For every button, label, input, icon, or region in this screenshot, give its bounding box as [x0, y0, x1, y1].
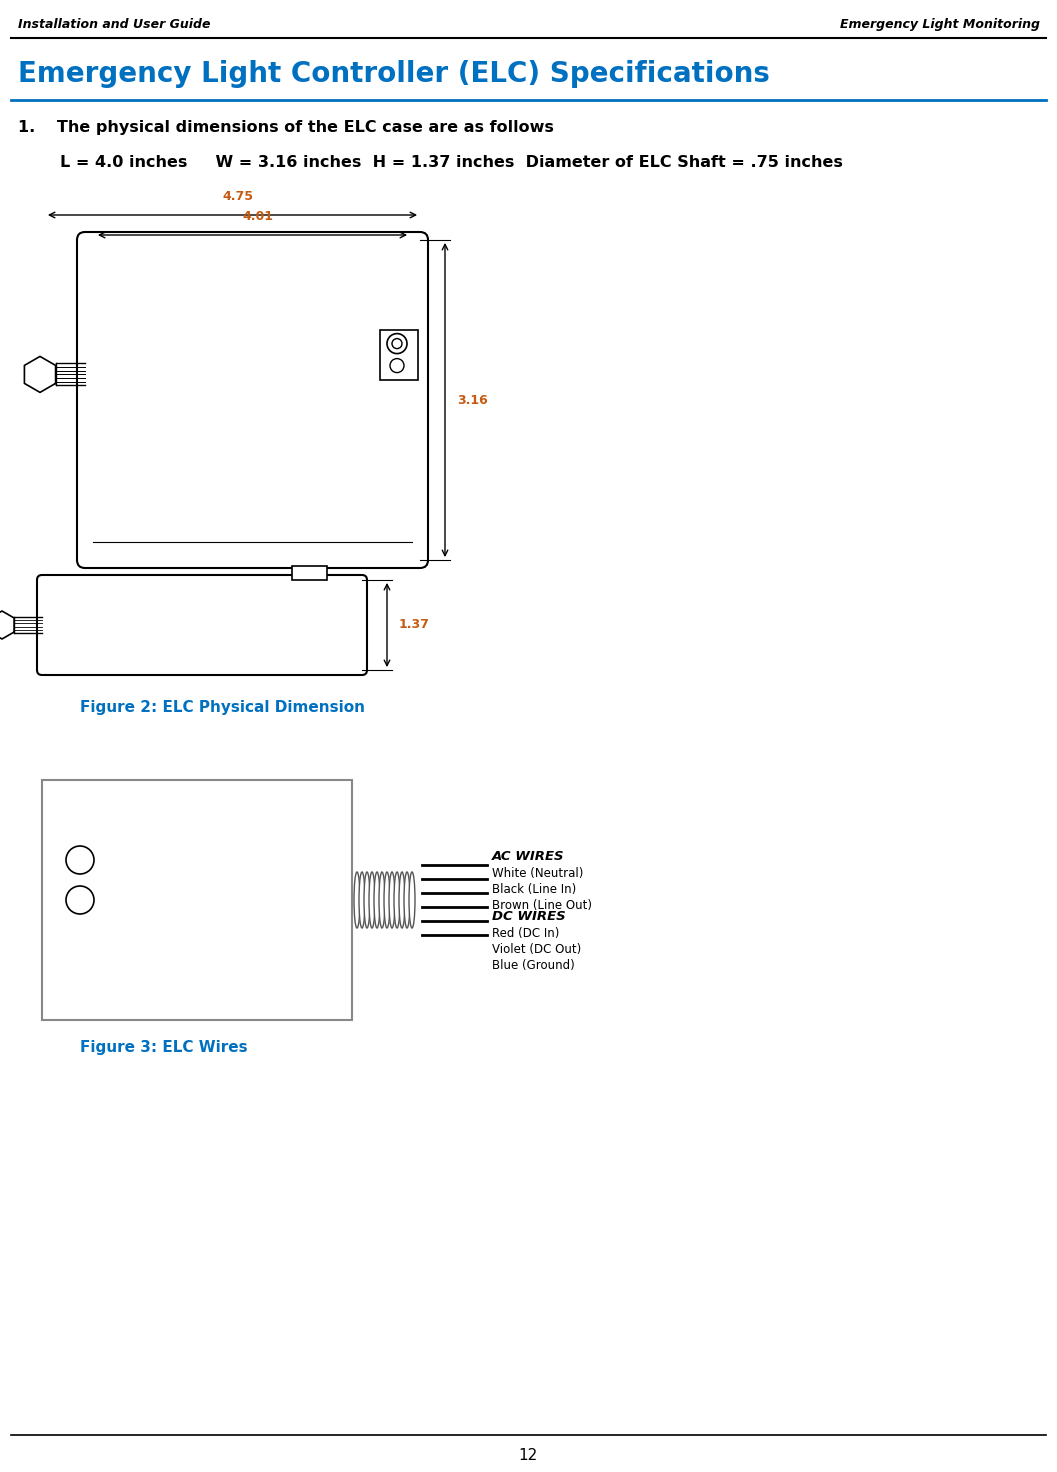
FancyBboxPatch shape: [37, 576, 367, 676]
Text: Violet (DC Out): Violet (DC Out): [492, 944, 581, 955]
Circle shape: [66, 886, 94, 914]
Text: Blue (Ground): Blue (Ground): [492, 958, 575, 972]
Text: 4.01: 4.01: [242, 210, 273, 222]
Circle shape: [66, 846, 94, 874]
Ellipse shape: [409, 871, 415, 927]
Text: 1.37: 1.37: [398, 618, 430, 631]
Text: Emergency Light Controller (ELC) Specifications: Emergency Light Controller (ELC) Specifi…: [18, 60, 769, 88]
Text: L = 4.0 inches     W = 3.16 inches  H = 1.37 inches  Diameter of ELC Shaft = .75: L = 4.0 inches W = 3.16 inches H = 1.37 …: [60, 155, 842, 169]
FancyBboxPatch shape: [77, 233, 428, 568]
Text: Red (DC In): Red (DC In): [492, 927, 559, 941]
Bar: [381, 330, 418, 380]
Text: Black (Line In): Black (Line In): [492, 883, 576, 896]
Ellipse shape: [379, 871, 385, 927]
Ellipse shape: [364, 871, 370, 927]
Text: Figure 3: ELC Wires: Figure 3: ELC Wires: [80, 1041, 247, 1055]
Text: 4.75: 4.75: [222, 190, 253, 203]
Circle shape: [392, 339, 402, 349]
Ellipse shape: [398, 871, 405, 927]
Text: Emergency Light Monitoring: Emergency Light Monitoring: [840, 18, 1040, 31]
Text: 12: 12: [518, 1448, 538, 1463]
Text: 3.16: 3.16: [457, 393, 487, 406]
Text: DC WIRES: DC WIRES: [492, 910, 565, 923]
Ellipse shape: [404, 871, 410, 927]
Text: Brown (Line Out): Brown (Line Out): [492, 899, 592, 913]
Ellipse shape: [359, 871, 365, 927]
Circle shape: [387, 334, 407, 353]
Text: Figure 2: ELC Physical Dimension: Figure 2: ELC Physical Dimension: [80, 701, 365, 715]
Text: Installation and User Guide: Installation and User Guide: [18, 18, 210, 31]
Ellipse shape: [394, 871, 400, 927]
Circle shape: [390, 359, 404, 372]
Bar: [42, 780, 352, 1020]
Ellipse shape: [389, 871, 395, 927]
Text: AC WIRES: AC WIRES: [492, 849, 564, 863]
Bar: [292, 567, 327, 580]
Ellipse shape: [354, 871, 360, 927]
Text: 1.  The physical dimensions of the ELC case are as follows: 1. The physical dimensions of the ELC ca…: [18, 121, 554, 135]
Text: White (Neutral): White (Neutral): [492, 867, 583, 880]
Ellipse shape: [384, 871, 390, 927]
Ellipse shape: [374, 871, 381, 927]
Ellipse shape: [369, 871, 375, 927]
